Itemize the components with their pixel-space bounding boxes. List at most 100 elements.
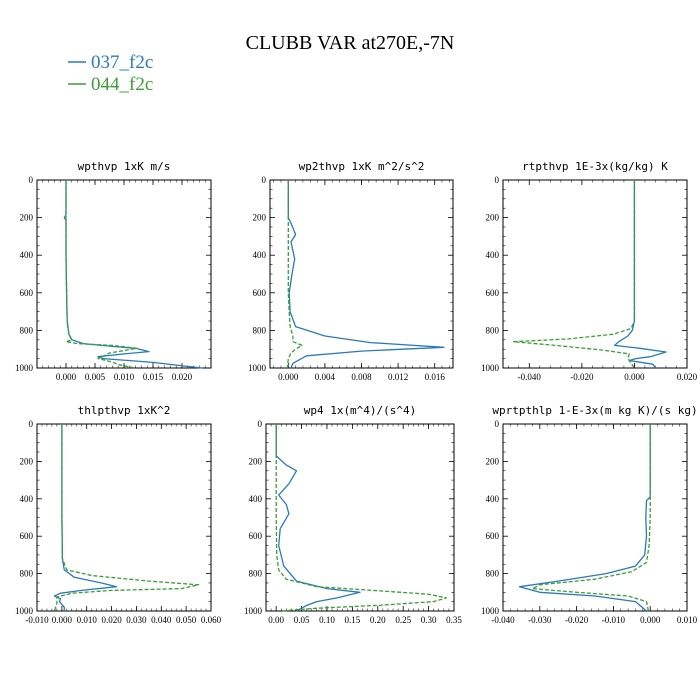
x-tick-label: 0.25 (395, 615, 411, 625)
x-tick-label: 0.020 (172, 372, 193, 382)
y-tick-label: 1000 (481, 606, 500, 616)
y-tick-label: 600 (253, 288, 267, 298)
y-tick-label: 1000 (248, 363, 267, 373)
x-tick-label: 0.016 (425, 372, 446, 382)
y-tick-label: 600 (20, 288, 34, 298)
legend-item-044: 044_f2c (68, 74, 153, 95)
x-tick-label: 0.15 (345, 615, 361, 625)
x-tick-label: 0.000 (624, 372, 645, 382)
y-tick-label: 0 (495, 175, 500, 185)
series-line-044_f2c (65, 180, 138, 369)
y-tick-label: 400 (253, 250, 267, 260)
series-line-037_f2c (614, 180, 667, 369)
legend-label: 044_f2c (91, 74, 153, 95)
series-line-044_f2c (53, 424, 200, 612)
axes-frame (502, 179, 688, 369)
y-tick-label: 200 (253, 213, 267, 223)
y-tick-label: 200 (249, 456, 263, 466)
axes-frame (502, 423, 688, 612)
y-tick-label: 1000 (15, 363, 34, 373)
x-tick-label: 0.012 (388, 372, 408, 382)
axes-frame (36, 179, 212, 369)
series-line-044_f2c (531, 424, 651, 612)
legend-item-037: 037_f2c (68, 52, 153, 73)
y-tick-label: 400 (20, 250, 34, 260)
x-tick-label: 0.060 (201, 615, 222, 625)
y-tick-label: 400 (249, 494, 263, 504)
series-line-044_f2c (286, 180, 303, 369)
x-tick-label: 0.35 (446, 615, 462, 625)
y-tick-label: 0 (29, 175, 34, 185)
panel-title: wprtpthlp 1-E-3x(m kg K)/(s kg) (492, 404, 697, 417)
chart-panel-3: rtpthvp 1E-3x(kg/kg) K 0 200 400 600 800 1000 -… (481, 160, 698, 382)
panel-title: wp2thvp 1xK m^2/s^2 (299, 160, 425, 173)
x-tick-label: 0.010 (77, 615, 98, 625)
axes-frame (36, 423, 212, 612)
y-tick-label: 200 (486, 213, 500, 223)
x-tick-label: 0.30 (421, 615, 437, 625)
legend: 037_f2c 044_f2c (68, 52, 153, 95)
x-tick-label: 0.004 (315, 372, 336, 382)
x-tick-label: 0.050 (176, 615, 197, 625)
y-tick-label: 200 (486, 456, 500, 466)
series-line-044_f2c (275, 424, 448, 612)
x-tick-label: -0.010 (602, 615, 626, 625)
chart-panel-2: wp2thvp 1xK m^2/s^2 0 200 400 600 800 1000 0.00… (248, 160, 454, 382)
y-tick-label: 600 (249, 531, 263, 541)
x-tick-label: 0.10 (319, 615, 335, 625)
y-tick-label: 1000 (481, 363, 500, 373)
chart-panel-1: wpthvp 1xK m/s 0 200 400 600 800 1000 0.000 0.00… (15, 160, 212, 382)
series-line-037_f2c (518, 424, 651, 612)
y-tick-label: 0 (29, 419, 34, 429)
legend-label: 037_f2c (91, 52, 153, 73)
series-line-037_f2c (287, 180, 445, 369)
y-tick-label: 600 (486, 288, 500, 298)
series-line-037_f2c (53, 424, 118, 611)
x-tick-label: 0.015 (143, 372, 164, 382)
x-tick-label: -0.020 (565, 615, 589, 625)
series-line-044_f2c (512, 180, 636, 369)
y-tick-label: 600 (486, 531, 500, 541)
x-tick-label: 0.20 (370, 615, 386, 625)
axes-frame (265, 423, 455, 612)
panel-title: rtpthvp 1E-3x(kg/kg) K (522, 160, 668, 173)
y-tick-label: 0 (258, 419, 263, 429)
x-tick-label: -0.040 (518, 372, 542, 382)
figure-title: CLUBB VAR at270E,-7N (246, 32, 455, 54)
y-tick-label: 200 (20, 213, 34, 223)
y-tick-label: 400 (20, 494, 34, 504)
y-tick-label: 0 (495, 419, 500, 429)
x-tick-label: -0.010 (25, 615, 49, 625)
x-tick-label: 0.00 (268, 615, 284, 625)
x-tick-label: 0.030 (126, 615, 147, 625)
panel-title: thlpthvp 1xK^2 (78, 404, 171, 417)
y-tick-label: 400 (486, 250, 500, 260)
x-tick-label: -0.020 (570, 372, 594, 382)
series-line-037_f2c (63, 180, 203, 369)
y-tick-label: 800 (486, 569, 500, 579)
x-tick-label: 0.000 (52, 615, 73, 625)
y-tick-label: 400 (486, 494, 500, 504)
panel-title: wpthvp 1xK m/s (78, 160, 171, 173)
y-tick-label: 800 (486, 325, 500, 335)
y-tick-label: 800 (253, 325, 267, 335)
x-tick-label: 0.05 (294, 615, 310, 625)
x-tick-label: 0.010 (114, 372, 135, 382)
y-tick-label: 800 (20, 325, 34, 335)
x-tick-label: 0.008 (351, 372, 372, 382)
y-tick-label: 800 (20, 569, 34, 579)
x-tick-label: 0.005 (85, 372, 106, 382)
y-tick-label: 1000 (244, 606, 263, 616)
chart-panel-6: wprtpthlp 1-E-3x(m kg K)/(s kg) 0 200 400 60… (481, 404, 698, 625)
y-tick-label: 600 (20, 531, 34, 541)
x-tick-label: 0.000 (640, 615, 661, 625)
x-tick-label: 0.000 (56, 372, 77, 382)
y-tick-label: 200 (20, 456, 34, 466)
series-line-037_f2c (275, 424, 361, 612)
x-tick-label: 0.020 (677, 372, 698, 382)
x-tick-label: 0.000 (278, 372, 299, 382)
x-tick-label: 0.040 (151, 615, 172, 625)
